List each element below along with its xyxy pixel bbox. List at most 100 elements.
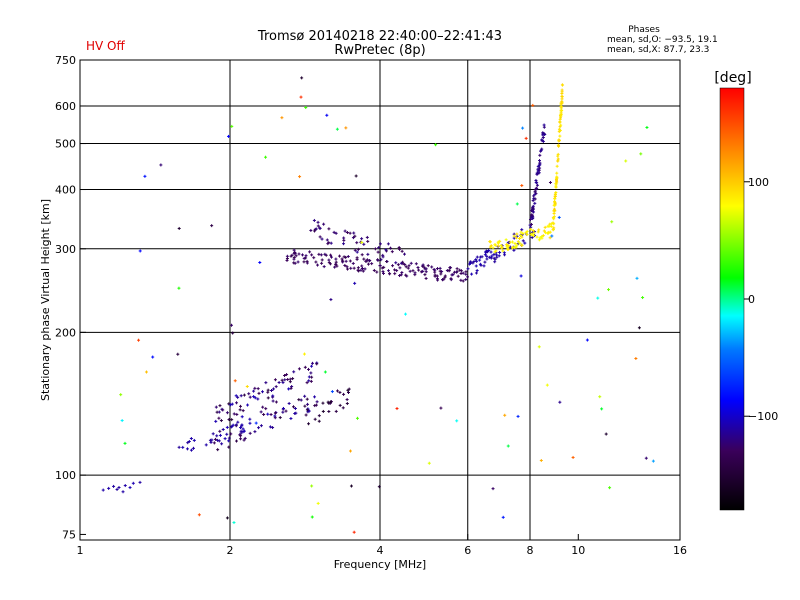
y-tick-label: 100 bbox=[55, 469, 76, 482]
data-point bbox=[341, 259, 345, 263]
data-point bbox=[558, 134, 562, 138]
data-point bbox=[399, 261, 403, 265]
data-point bbox=[266, 412, 270, 416]
data-point bbox=[537, 345, 541, 349]
data-point bbox=[532, 196, 536, 200]
data-point bbox=[346, 267, 350, 271]
data-point bbox=[312, 256, 316, 260]
data-point bbox=[225, 432, 229, 436]
data-point bbox=[531, 199, 535, 203]
data-point bbox=[292, 405, 296, 409]
data-point bbox=[344, 126, 348, 130]
data-point bbox=[143, 174, 147, 178]
data-point bbox=[484, 250, 488, 254]
data-point bbox=[533, 192, 537, 196]
data-point bbox=[334, 262, 338, 266]
data-point bbox=[651, 459, 655, 463]
data-point bbox=[213, 437, 217, 441]
data-point bbox=[424, 276, 428, 280]
data-point bbox=[309, 228, 313, 232]
data-point bbox=[515, 243, 519, 247]
data-point bbox=[404, 312, 408, 316]
data-point bbox=[345, 231, 349, 235]
data-point bbox=[316, 224, 320, 228]
data-point bbox=[560, 90, 564, 94]
data-point bbox=[117, 485, 121, 489]
status-label: HV Off bbox=[86, 39, 125, 53]
data-point bbox=[472, 260, 476, 264]
data-point bbox=[376, 250, 380, 254]
data-point bbox=[552, 222, 556, 226]
data-point bbox=[327, 241, 331, 245]
data-point bbox=[520, 235, 524, 239]
data-point bbox=[519, 230, 523, 234]
data-point bbox=[490, 254, 494, 258]
data-point bbox=[266, 396, 270, 400]
data-point bbox=[553, 197, 557, 201]
data-point bbox=[496, 244, 500, 248]
data-point bbox=[478, 258, 482, 262]
data-point bbox=[353, 248, 357, 252]
data-point bbox=[553, 201, 557, 205]
data-point bbox=[521, 126, 525, 130]
x-tick-label: 4 bbox=[377, 544, 384, 557]
data-point bbox=[247, 392, 251, 396]
data-point bbox=[309, 371, 313, 375]
data-point bbox=[304, 254, 308, 258]
data-point bbox=[235, 439, 239, 443]
data-point bbox=[543, 225, 547, 229]
data-point bbox=[252, 389, 256, 393]
data-points bbox=[101, 76, 655, 534]
data-point bbox=[227, 418, 231, 422]
data-point bbox=[341, 406, 345, 410]
data-point bbox=[529, 227, 533, 231]
data-point bbox=[546, 231, 550, 235]
data-point bbox=[515, 202, 519, 206]
data-point bbox=[482, 264, 486, 268]
data-point bbox=[128, 486, 132, 490]
data-point bbox=[192, 446, 196, 450]
data-point bbox=[512, 234, 516, 238]
data-point bbox=[533, 188, 537, 192]
data-point bbox=[539, 458, 543, 462]
data-point bbox=[313, 395, 317, 399]
data-point bbox=[360, 237, 364, 241]
data-point bbox=[234, 423, 238, 427]
data-point bbox=[398, 274, 402, 278]
data-point bbox=[488, 240, 492, 244]
data-point bbox=[189, 437, 193, 441]
data-point bbox=[493, 250, 497, 254]
data-point bbox=[377, 246, 381, 250]
data-point bbox=[464, 278, 468, 282]
colorbar-tick-label: 0 bbox=[748, 293, 755, 306]
data-point bbox=[426, 264, 430, 268]
data-point bbox=[434, 143, 438, 147]
data-point bbox=[531, 103, 535, 107]
data-point bbox=[309, 379, 313, 383]
data-point bbox=[342, 392, 346, 396]
data-point bbox=[186, 441, 190, 445]
data-point bbox=[391, 264, 395, 268]
data-point bbox=[637, 326, 641, 330]
data-point bbox=[556, 159, 560, 163]
data-point bbox=[554, 185, 558, 189]
data-point bbox=[221, 408, 225, 412]
data-point bbox=[541, 136, 545, 140]
data-point bbox=[218, 433, 222, 437]
data-point bbox=[438, 266, 442, 270]
data-point bbox=[533, 201, 537, 205]
data-point bbox=[234, 394, 238, 398]
data-point bbox=[310, 364, 314, 368]
data-point bbox=[421, 269, 425, 273]
data-point bbox=[233, 379, 237, 383]
data-point bbox=[387, 269, 391, 273]
data-point bbox=[349, 484, 353, 488]
data-point bbox=[408, 269, 412, 273]
data-point bbox=[559, 123, 563, 127]
data-point bbox=[423, 267, 427, 271]
data-point bbox=[493, 243, 497, 247]
data-point bbox=[520, 184, 524, 188]
data-point bbox=[403, 263, 407, 267]
data-point bbox=[366, 239, 370, 243]
data-point bbox=[225, 516, 229, 520]
